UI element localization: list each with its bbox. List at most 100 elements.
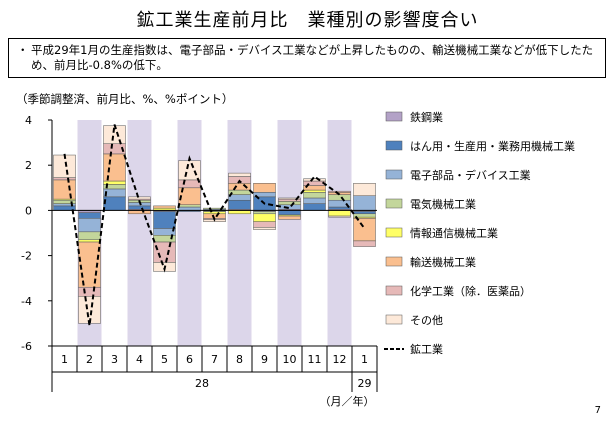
bar-segment [228, 210, 251, 215]
x-tick-label: 7 [211, 353, 218, 366]
x-tick-label: 2 [86, 353, 93, 366]
bar-segment [328, 206, 351, 210]
total-index-line [63, 124, 366, 326]
bar-segment [278, 204, 301, 210]
bar-segment [153, 211, 176, 229]
bar-segment [228, 199, 251, 210]
bar-segment [53, 177, 76, 181]
y-tick-label: 2 [25, 159, 32, 172]
x-tick-label: 1 [61, 353, 68, 366]
y-tick-label: -4 [21, 295, 32, 308]
bar-segment [303, 178, 326, 182]
bar-segment [328, 210, 351, 217]
x-tick-label: 1 [361, 353, 368, 366]
bar-segment [78, 239, 101, 243]
legend-label: 鉱工業 [410, 342, 443, 356]
bar-segment [328, 194, 351, 201]
bar-segment [278, 215, 301, 220]
bar-segment [303, 203, 326, 211]
y-tick-label: -2 [21, 250, 32, 263]
legend-label: 化学工業（除．医薬品） [410, 284, 531, 298]
year-label: 29 [358, 377, 372, 390]
bar-segment [278, 210, 301, 216]
bar-segment [278, 197, 301, 200]
summary-bullet: ・ [17, 43, 29, 57]
bar-segment [178, 206, 201, 211]
x-tick-label: 4 [136, 353, 143, 366]
legend-swatch [385, 111, 403, 122]
bar-segment [103, 196, 126, 211]
summary-text: 平成29年1月の生産指数は、電子部品・デバイス工業などが上昇したものの、輸送機械… [31, 43, 594, 72]
page-number: 7 [594, 405, 601, 416]
x-tick-label: 10 [283, 353, 297, 366]
axis-unit-label: （月／年） [320, 394, 375, 408]
bar-segment [353, 240, 376, 247]
bar-segment [253, 227, 276, 230]
bar-segment [178, 179, 201, 189]
page-title: 鉱工業生産前月比 業種別の影響度合い [136, 10, 479, 31]
legend-label: その他 [410, 314, 443, 327]
bar-segment [253, 183, 276, 193]
year-label: 28 [195, 377, 209, 390]
y-tick-label: 4 [25, 114, 32, 127]
bar-segment [78, 231, 101, 241]
legend-swatch [385, 198, 403, 209]
legend-swatch [385, 256, 403, 267]
x-tick-label: 3 [111, 353, 118, 366]
bar-segment [128, 205, 151, 210]
legend-label: 電子部品・デバイス工業 [410, 168, 531, 182]
bar-segment [228, 172, 251, 177]
legend-swatch [385, 169, 403, 180]
bar-segment [78, 286, 101, 297]
shade-band [227, 120, 252, 346]
bar-segment [353, 195, 376, 211]
bar-segment [353, 218, 376, 242]
bar-segment [353, 183, 376, 196]
bar-segment [303, 189, 326, 193]
legend-label: 鉄鋼業 [410, 110, 443, 124]
x-tick-label: 11 [308, 353, 322, 366]
bar-segment [278, 201, 301, 206]
legend-label: はん用・生産用・業務用機械工業 [410, 139, 575, 153]
bar-segment [153, 241, 176, 263]
bar-segment [128, 210, 151, 215]
shade-band [177, 120, 202, 346]
bar-segment [328, 215, 351, 218]
shade-band [127, 120, 152, 346]
bar-segment [203, 207, 226, 210]
bar-segment [153, 228, 176, 236]
legend-label: 輸送機械工業 [410, 255, 476, 269]
legend-swatch [385, 314, 403, 325]
bar-segment [253, 213, 276, 222]
unit-note: （季節調整済、前月比、%、%ポイント） [16, 92, 234, 106]
shade-band [327, 120, 352, 346]
x-tick-label: 9 [261, 353, 268, 366]
bar-segment [53, 179, 76, 200]
bar-segment [253, 221, 276, 228]
bar-segment [78, 218, 101, 233]
x-tick-label: 6 [186, 353, 193, 366]
summary-box: ・ 平成29年1月の生産指数は、電子部品・デバイス工業などが上昇したものの、輸送… [8, 38, 606, 78]
shade-band [277, 120, 302, 346]
bar-segment [103, 153, 126, 182]
legend-swatch [385, 227, 403, 238]
legend-swatch [385, 285, 403, 296]
bar-segment [78, 212, 101, 219]
bar-segment [328, 190, 351, 193]
y-tick-label: -6 [21, 340, 32, 353]
bar-segment [228, 194, 251, 201]
bar-segment [253, 211, 276, 215]
legend-label: 情報通信機械工業 [410, 226, 498, 240]
x-tick-label: 5 [161, 353, 168, 366]
legend-swatch [385, 140, 403, 151]
y-tick-label: 0 [25, 204, 32, 217]
bar-segment [353, 211, 376, 215]
x-tick-label: 12 [333, 353, 347, 366]
legend-label: 電気機械工業 [410, 197, 476, 211]
bar-segment [203, 211, 226, 215]
bar-segment [128, 196, 151, 200]
bar-segment [303, 192, 326, 199]
bar-segment [178, 204, 201, 208]
x-tick-label: 8 [236, 353, 243, 366]
